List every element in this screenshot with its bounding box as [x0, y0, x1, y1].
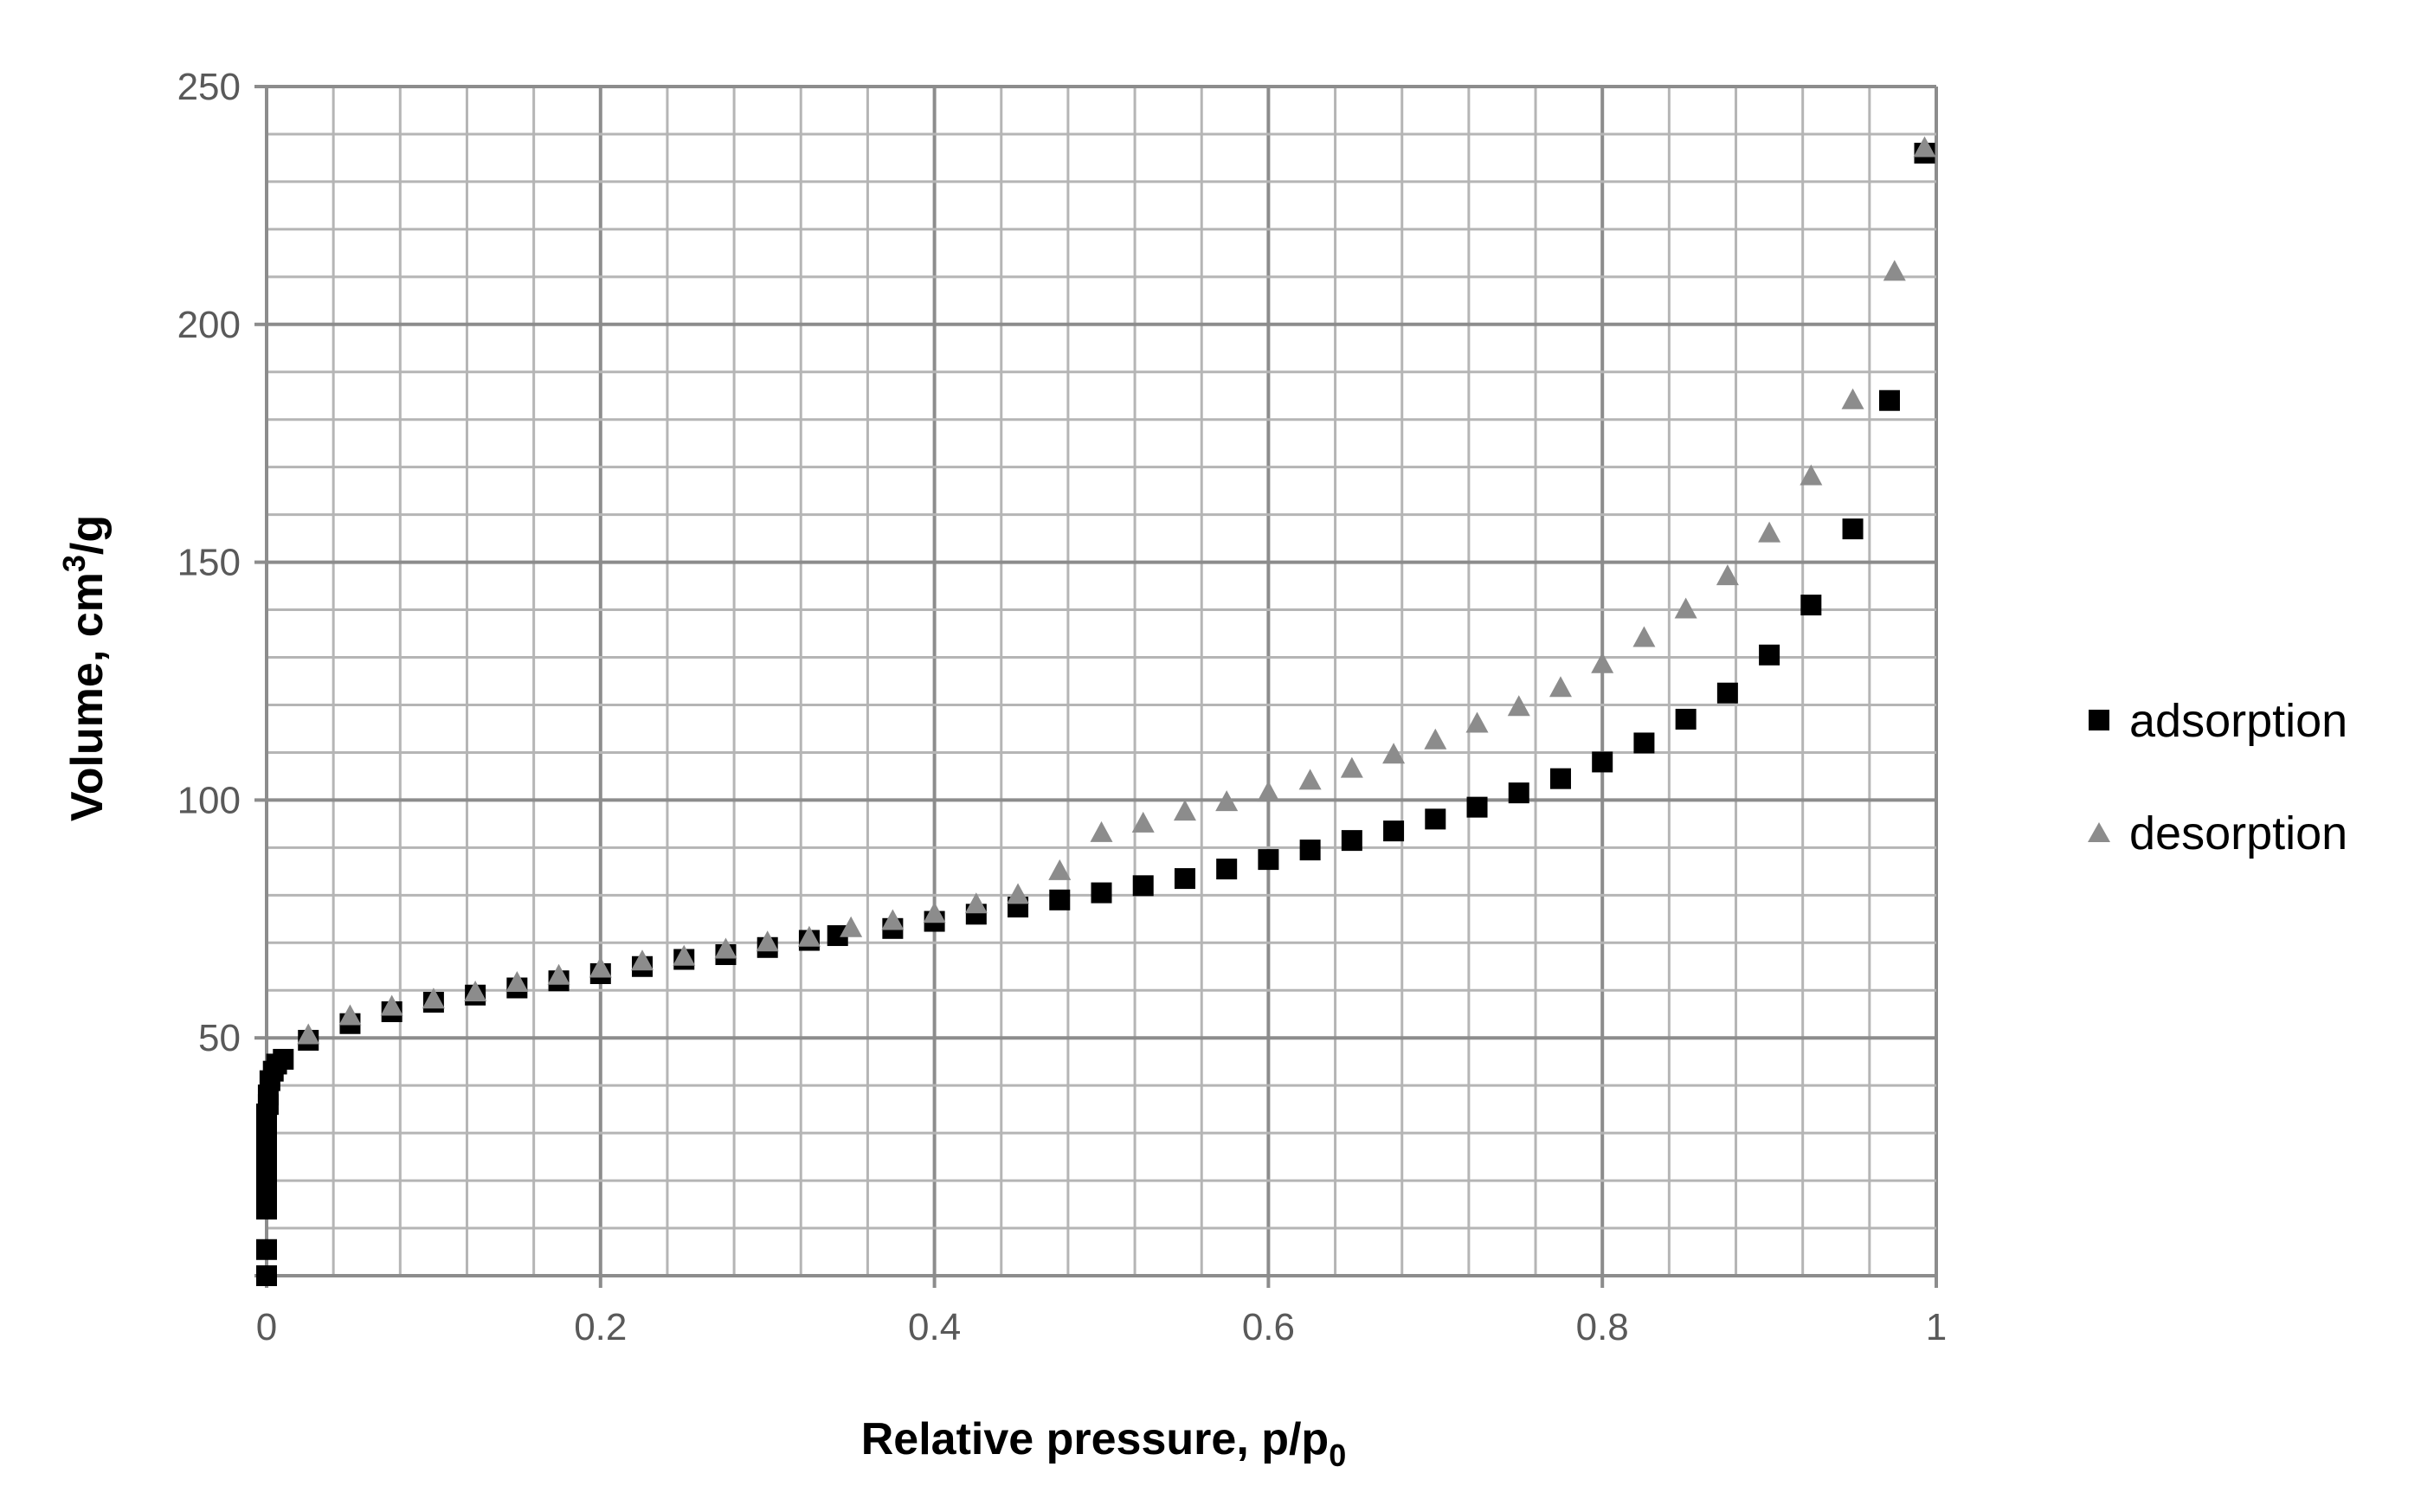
legend-marker-desorption [2088, 822, 2110, 842]
legend-label-desorption: desorption [2129, 807, 2347, 859]
x-tick-label: 1 [1926, 1306, 1947, 1348]
y-tick-label: 150 [177, 542, 241, 584]
y-axis-title: Volume, cm3/g [56, 515, 113, 821]
desorption-point [1257, 781, 1280, 802]
desorption-point [1007, 883, 1030, 904]
desorption-point [1507, 695, 1530, 717]
desorption-point [1424, 728, 1447, 750]
adsorption-point [1299, 840, 1321, 861]
adsorption-point [256, 1265, 277, 1286]
desorption-point [964, 892, 988, 914]
desorption-point [1716, 564, 1739, 586]
desorption-point [1382, 743, 1406, 764]
desorption-point [797, 925, 821, 947]
desorption-point [547, 963, 570, 985]
x-tick-label: 0.2 [574, 1306, 627, 1348]
desorption-point [589, 956, 612, 978]
desorption-point [840, 916, 863, 937]
desorption-point [1465, 711, 1489, 733]
adsorption-point [273, 1048, 294, 1070]
desorption-point [756, 930, 779, 952]
desorption-point [380, 994, 403, 1016]
y-tick-label: 100 [177, 779, 241, 821]
adsorption-point [1383, 820, 1405, 842]
data-points [256, 136, 1936, 1286]
desorption-point [338, 1004, 362, 1026]
adsorption-point [1132, 875, 1154, 897]
adsorption-point [1878, 389, 1900, 411]
adsorption-point [1549, 768, 1571, 789]
legend-item-desorption: desorption [2088, 807, 2347, 859]
adsorption-point [1174, 868, 1195, 890]
x-tick-label: 0.4 [908, 1306, 961, 1348]
adsorption-point [1800, 595, 1822, 616]
desorption-point [1549, 676, 1572, 698]
adsorption-point [1466, 796, 1488, 818]
desorption-point [1758, 521, 1781, 543]
legend-label-adsorption: adsorption [2129, 695, 2347, 747]
desorption-point [1883, 260, 1906, 281]
adsorption-point [1842, 518, 1864, 540]
x-tick-label: 0.8 [1576, 1306, 1629, 1348]
adsorption-point [1508, 782, 1529, 804]
series-desorption [297, 136, 1936, 1045]
gridlines [267, 85, 1938, 1276]
desorption-point [1090, 820, 1113, 842]
desorption-point [1800, 464, 1823, 486]
desorption-point [1173, 800, 1196, 821]
adsorption-point [1675, 708, 1697, 730]
desorption-point [1632, 626, 1656, 647]
x-tick-label: 0 [256, 1306, 277, 1348]
desorption-point [1340, 756, 1363, 778]
desorption-point [673, 944, 696, 966]
desorption-point [422, 988, 445, 1009]
axes: 50 100 150 200 250 0 0.2 0.4 0.6 0.8 1 [177, 66, 1948, 1348]
desorption-point [1298, 769, 1322, 790]
adsorption-point [1592, 751, 1613, 773]
adsorption-point [1759, 644, 1780, 666]
desorption-point [881, 909, 905, 930]
desorption-point [631, 949, 654, 971]
desorption-point [1215, 790, 1239, 812]
x-tick-label: 0.6 [1242, 1306, 1295, 1348]
adsorption-point [1716, 682, 1738, 704]
y-tick-label: 50 [198, 1017, 241, 1059]
desorption-point [1591, 652, 1614, 673]
adsorption-point [1216, 859, 1238, 880]
desorption-point [297, 1023, 320, 1045]
desorption-point [1048, 859, 1072, 880]
adsorption-point [1425, 808, 1446, 830]
desorption-point [1913, 136, 1936, 158]
desorption-point [923, 902, 946, 923]
desorption-point [464, 980, 487, 1001]
desorption-point [1131, 811, 1155, 833]
adsorption-point [1049, 889, 1071, 910]
y-tick-label: 200 [177, 304, 241, 346]
adsorption-point [1633, 732, 1655, 754]
legend-item-adsorption: adsorption [2089, 695, 2347, 747]
desorption-point [505, 970, 529, 992]
adsorption-point [1341, 830, 1362, 852]
x-axis-title: Relative pressure, p/p0 [861, 1414, 1346, 1473]
legend-marker-adsorption [2089, 710, 2109, 730]
legend: adsorption desorption [2088, 695, 2347, 859]
adsorption-point [1258, 849, 1279, 871]
y-tick-label: 250 [177, 66, 241, 108]
desorption-point [1841, 388, 1864, 409]
adsorption-point [256, 1239, 277, 1260]
desorption-point [1674, 597, 1697, 619]
adsorption-point [1091, 882, 1112, 904]
desorption-point [714, 937, 737, 959]
